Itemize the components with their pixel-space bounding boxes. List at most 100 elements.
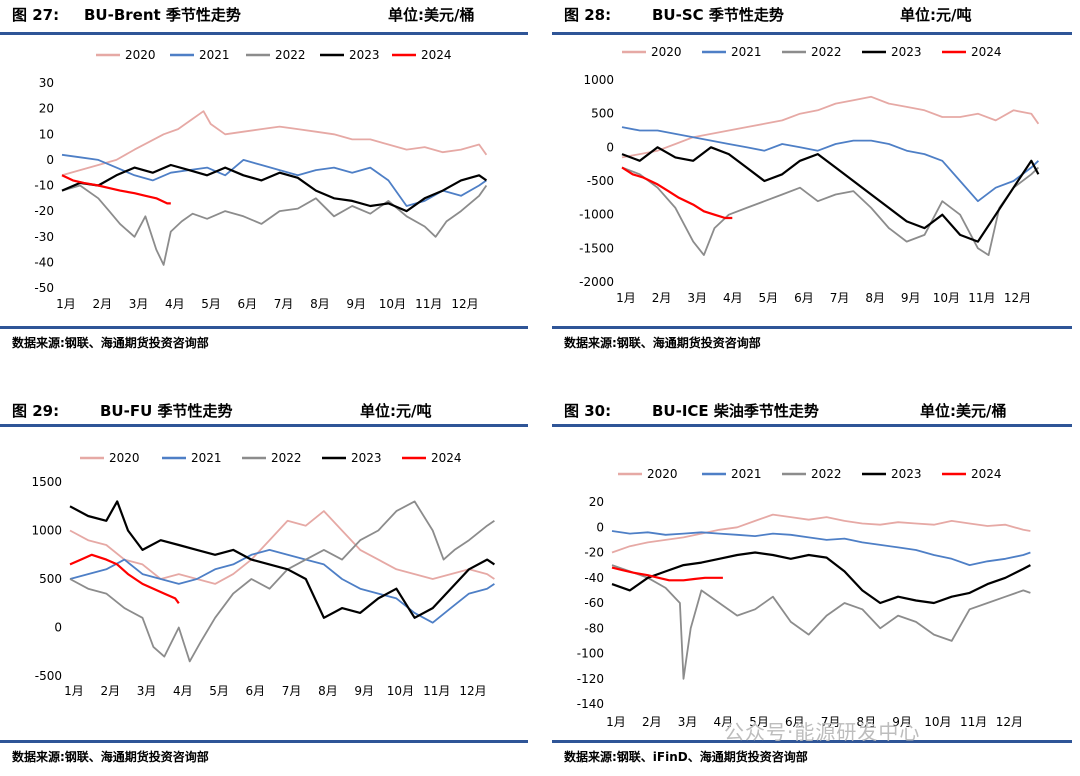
chart-panel-brent: 图 27: BU-Brent 季节性走势 单位:美元/桶 30 20 10 0 -10 -…: [0, 0, 528, 388]
y-tick-label: 1000: [31, 524, 62, 538]
x-tick-label: 5月: [201, 297, 221, 311]
legend-label-2021: 2021: [191, 451, 222, 465]
series-line-2022: [69, 500, 495, 663]
legend-label-2021: 2021: [199, 48, 230, 62]
series-line-2022: [611, 564, 1031, 680]
x-tick-label: 4月: [173, 684, 193, 698]
x-tick-label: 9月: [892, 715, 912, 729]
x-tick-label: 1月: [616, 291, 636, 305]
x-tick-label: 2月: [642, 715, 662, 729]
figure-number: 图 30:: [564, 402, 612, 420]
legend-label-2023: 2023: [351, 451, 382, 465]
y-tick-label: 10: [39, 127, 54, 141]
legend-label-2022: 2022: [811, 45, 842, 59]
x-tick-label: 3月: [678, 715, 698, 729]
unit-label: 单位:美元/桶: [920, 402, 1007, 420]
x-tick-label: 8月: [318, 684, 338, 698]
figure-number: 图 28:: [564, 6, 612, 24]
y-tick-label: -30: [34, 230, 54, 244]
legend-label-2024: 2024: [431, 451, 462, 465]
watermark: 公众号·能源研发中心: [724, 720, 921, 744]
unit-label: 单位:元/吨: [360, 402, 432, 420]
series-line-2024: [69, 553, 180, 604]
y-tick-label: 500: [591, 107, 614, 121]
x-tick-label: 12月: [1004, 291, 1031, 305]
x-tick-label: 10月: [933, 291, 960, 305]
series-line-2024: [611, 566, 723, 582]
x-tick-label: 4月: [713, 715, 733, 729]
figure-number: 图 27:: [12, 6, 60, 24]
x-tick-label: 2月: [92, 297, 112, 311]
panel-title-bar: 图 27: BU-Brent 季节性走势 单位:美元/桶: [0, 0, 528, 26]
y-tick-label: 500: [39, 572, 62, 586]
x-tick-label: 8月: [310, 297, 330, 311]
x-tick-label: 2月: [652, 291, 672, 305]
chart-panel-fu: 图 29: BU-FU 季节性走势 单位:元/吨 1500 1000 500 0 -50…: [0, 396, 528, 776]
legend-label-2023: 2023: [891, 45, 922, 59]
title-rule: [552, 424, 1072, 427]
x-tick-label: 7月: [282, 684, 302, 698]
x-tick-label: 1月: [64, 684, 84, 698]
legend-label-2021: 2021: [731, 45, 762, 59]
panel-title-bar: 图 28: BU-SC 季节性走势 单位:元/吨: [552, 0, 1072, 26]
panel-title-bar: 图 29: BU-FU 季节性走势 单位:元/吨: [0, 396, 528, 422]
y-tick-label: 0: [606, 140, 614, 154]
figure-title: BU-FU 季节性走势: [100, 402, 233, 420]
title-rule: [552, 32, 1072, 35]
x-tick-label: 3月: [137, 684, 157, 698]
x-tick-label: 12月: [459, 684, 486, 698]
y-tick-label: 0: [596, 520, 604, 534]
x-tick-label: 5月: [749, 715, 769, 729]
x-tick-label: 12月: [996, 715, 1023, 729]
legend-label-2023: 2023: [349, 48, 380, 62]
x-tick-label: 3月: [687, 291, 707, 305]
source-rule: [552, 326, 1072, 329]
x-tick-label: 4月: [723, 291, 743, 305]
figure-title: BU-SC 季节性走势: [652, 6, 784, 24]
source-note: 数据来源:钢联、海通期货投资咨询部: [564, 336, 761, 350]
figure-title: BU-Brent 季节性走势: [84, 6, 241, 24]
legend-label-2023: 2023: [891, 467, 922, 481]
x-tick-label: 8月: [857, 715, 877, 729]
series-line-2022: [621, 166, 1040, 257]
y-tick-label: -140: [577, 697, 604, 711]
source-note: 数据来源:钢联、海通期货投资咨询部: [12, 336, 209, 350]
legend-label-2022: 2022: [811, 467, 842, 481]
series-line-2020: [621, 95, 1040, 159]
y-tick-label: -40: [34, 255, 54, 269]
y-tick-label: -40: [584, 571, 604, 585]
x-tick-label: 4月: [165, 297, 185, 311]
y-tick-label: -120: [577, 672, 604, 686]
y-tick-label: -500: [587, 174, 614, 188]
unit-label: 单位:美元/桶: [388, 6, 475, 24]
x-tick-label: 1月: [606, 715, 626, 729]
x-tick-label: 5月: [759, 291, 779, 305]
y-tick-label: 20: [589, 495, 604, 509]
legend-label-2022: 2022: [271, 451, 302, 465]
source-note: 数据来源:钢联、海通期货投资咨询部: [12, 750, 209, 764]
x-tick-label: 6月: [785, 715, 805, 729]
x-tick-label: 2月: [100, 684, 120, 698]
x-tick-label: 7月: [821, 715, 841, 729]
x-tick-label: 11月: [960, 715, 987, 729]
y-tick-label: 20: [39, 102, 54, 116]
y-tick-label: 1000: [583, 73, 614, 87]
title-rule: [0, 32, 528, 35]
y-tick-label: -60: [584, 596, 604, 610]
figure-number: 图 29:: [12, 402, 60, 420]
source-rule: [552, 740, 1072, 743]
y-tick-label: -80: [584, 621, 604, 635]
x-tick-label: 10月: [379, 297, 406, 311]
unit-label: 单位:元/吨: [900, 6, 972, 24]
x-tick-label: 10月: [924, 715, 951, 729]
series-line-2022: [61, 184, 488, 266]
legend-label-2022: 2022: [275, 48, 306, 62]
y-tick-label: -500: [35, 669, 62, 683]
series-line-2023: [69, 500, 496, 619]
series-line-2020: [69, 510, 495, 585]
x-tick-label: 3月: [129, 297, 149, 311]
legend-label-2020: 2020: [109, 451, 140, 465]
